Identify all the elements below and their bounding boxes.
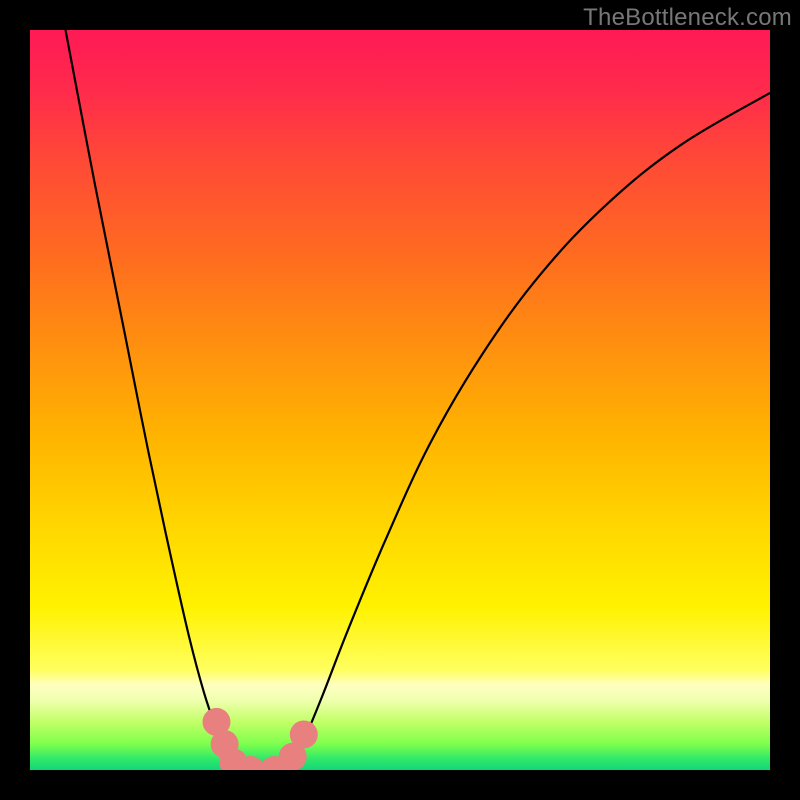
chart-frame: TheBottleneck.com: [0, 0, 800, 800]
plot-area: [30, 30, 770, 770]
curve-left: [66, 30, 245, 770]
watermark-text: TheBottleneck.com: [583, 4, 792, 32]
curve-right: [285, 93, 770, 770]
curve-layer: [30, 30, 770, 770]
data-marker: [290, 720, 318, 748]
markers-group: [202, 708, 317, 770]
